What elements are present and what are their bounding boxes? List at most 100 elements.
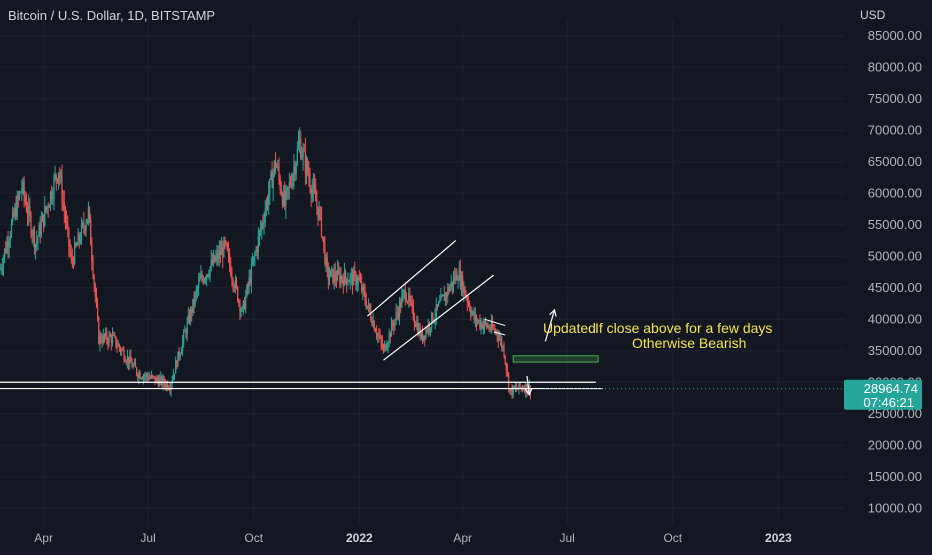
candle-body: [105, 332, 107, 338]
candle-body: [363, 286, 365, 292]
candle-body: [253, 256, 255, 264]
candle-body: [38, 224, 40, 237]
candle-body: [137, 374, 139, 378]
y-tick-label: 10000.00: [868, 500, 922, 515]
candle-body: [355, 273, 357, 286]
candle-body: [51, 191, 53, 200]
candle-body: [452, 277, 455, 287]
candle-body: [131, 362, 133, 368]
candle-body: [17, 196, 19, 198]
candle-body: [243, 300, 246, 310]
price-badge-value: 28964.74: [864, 381, 918, 396]
candle-body: [334, 271, 336, 279]
candle-body: [503, 346, 505, 356]
candle-body: [481, 322, 483, 329]
candle-body: [324, 243, 326, 265]
candle-body: [294, 166, 296, 174]
candle-body: [113, 334, 115, 336]
candle-body: [338, 269, 340, 273]
candle-body: [322, 236, 324, 238]
candle-body: [75, 243, 77, 246]
candle-body: [64, 211, 67, 222]
candle-body: [466, 297, 468, 303]
candle-body: [506, 370, 509, 374]
candle-body: [377, 334, 379, 336]
candle-body: [269, 178, 271, 194]
candle-body: [271, 172, 273, 189]
candle-body: [390, 322, 393, 337]
candle-body: [435, 304, 437, 317]
candle-body: [278, 166, 280, 178]
candle-body: [447, 287, 449, 297]
candle-body: [121, 349, 123, 352]
candle-body: [8, 241, 10, 248]
candle-body: [519, 383, 521, 388]
candle-body: [192, 298, 194, 314]
candle-body: [364, 291, 366, 302]
candle-body: [189, 309, 192, 323]
x-tick-label: Jul: [140, 531, 155, 545]
candle-body: [291, 184, 293, 186]
candle-body: [437, 302, 440, 307]
candle-body: [109, 334, 111, 337]
candle-body: [111, 334, 114, 343]
candle-body: [1, 267, 3, 269]
candle-body: [102, 334, 104, 343]
candle-body: [358, 277, 360, 281]
candle-body: [312, 184, 315, 190]
candle-body: [199, 278, 201, 282]
candle-body: [434, 316, 436, 321]
candle-body: [33, 229, 36, 249]
candle-body: [527, 390, 529, 393]
candle-body: [448, 287, 450, 292]
candle-body: [489, 329, 491, 331]
candle-body: [16, 196, 18, 218]
candle-body: [14, 207, 16, 217]
candle-body: [202, 278, 204, 283]
candle-body: [418, 327, 420, 335]
candle-body: [222, 247, 224, 258]
candle-body: [346, 278, 348, 285]
candle-body: [101, 341, 103, 343]
candle-body: [513, 386, 515, 389]
candle-body: [13, 211, 15, 217]
candle-body: [504, 355, 506, 363]
candle-body: [336, 269, 339, 281]
candle-body: [442, 294, 444, 296]
candle-body: [480, 322, 482, 328]
candle-body: [392, 322, 394, 326]
candle-body: [207, 274, 209, 276]
candle-body: [44, 206, 46, 226]
y-tick-label: 45000.00: [868, 280, 922, 295]
candle-body: [408, 293, 410, 302]
candle-body: [387, 343, 389, 348]
candle-body: [491, 322, 494, 329]
candle-body: [57, 172, 60, 182]
candle-body: [186, 321, 188, 335]
candle-body: [353, 271, 355, 286]
candle-body: [449, 286, 451, 292]
candle-body: [510, 388, 512, 391]
candle-body: [258, 231, 261, 237]
candle-body: [138, 372, 140, 378]
candle-body: [394, 319, 396, 327]
candle-body: [380, 336, 382, 343]
candle-body: [93, 276, 95, 285]
candle-body: [10, 222, 13, 236]
candle-body: [490, 322, 492, 330]
candle-body: [508, 373, 510, 389]
candle-body: [223, 239, 225, 258]
candle-body: [94, 284, 96, 297]
candle-body: [106, 332, 108, 341]
candle-body: [310, 188, 312, 196]
candle-body: [401, 296, 403, 308]
candle-body: [48, 205, 50, 208]
candle-body: [184, 331, 186, 333]
candle-body: [96, 304, 99, 318]
candle-body: [130, 355, 132, 363]
candle-body: [49, 191, 52, 206]
candle-body: [396, 312, 398, 314]
candle-body: [239, 301, 241, 312]
